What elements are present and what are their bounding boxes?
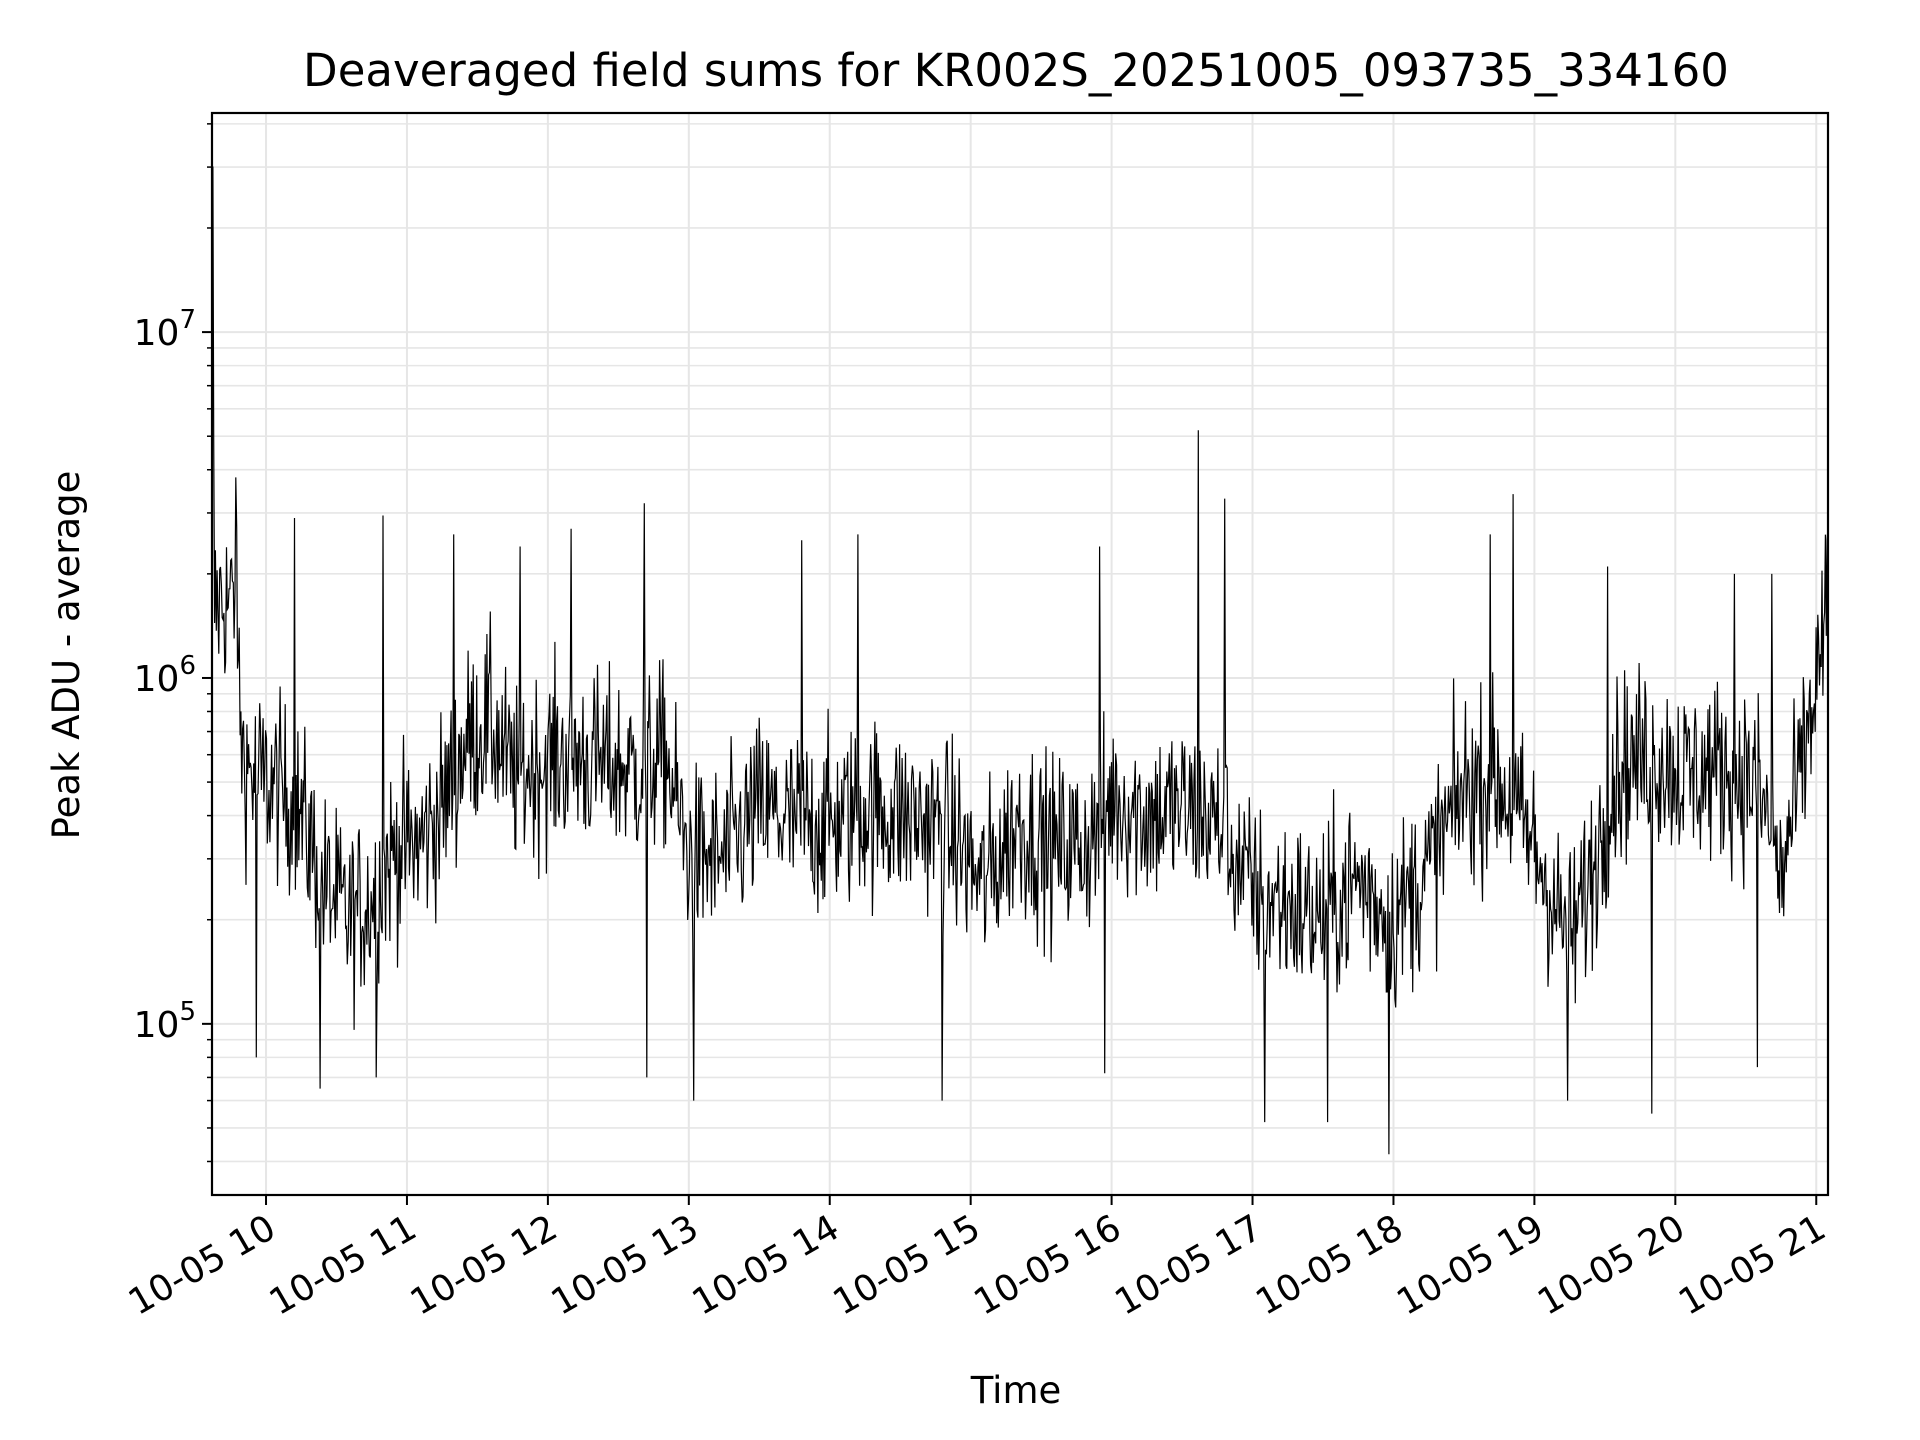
x-axis-label: Time	[970, 1369, 1062, 1412]
series-group	[212, 166, 1829, 1155]
plot-frame	[210, 111, 1830, 1197]
y-tick-label: 105	[134, 997, 196, 1046]
y-axis: 105 106 107	[134, 123, 212, 1163]
y-axis-label: Peak ADU - average	[45, 471, 88, 840]
y-tick-label: 106	[134, 651, 196, 700]
chart-title: Deaveraged field sums for KR002S_2025100…	[303, 44, 1729, 97]
series-line	[212, 166, 1829, 1155]
y-tick-label: 107	[134, 305, 196, 354]
